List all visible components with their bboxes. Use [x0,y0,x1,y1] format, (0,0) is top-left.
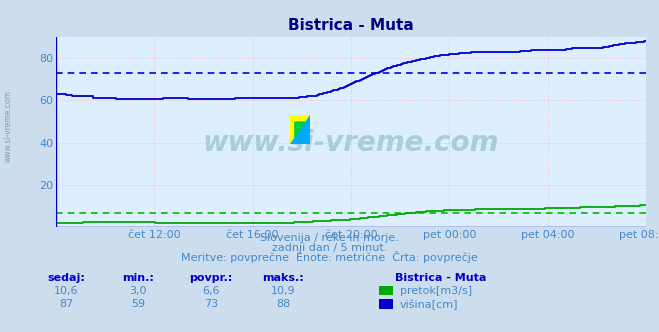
Text: sedaj:: sedaj: [47,273,85,283]
Text: 59: 59 [131,299,146,309]
Text: 88: 88 [276,299,291,309]
Title: Bistrica - Muta: Bistrica - Muta [288,18,414,33]
Text: višina[cm]: višina[cm] [400,299,459,310]
Text: Bistrica - Muta: Bistrica - Muta [395,273,487,283]
Polygon shape [290,115,310,144]
Text: www.si-vreme.com: www.si-vreme.com [3,90,13,162]
Polygon shape [290,115,310,144]
Text: min.:: min.: [123,273,154,283]
Text: povpr.:: povpr.: [189,273,233,283]
Text: maks.:: maks.: [262,273,304,283]
Text: Meritve: povprečne  Enote: metrične  Črta: povprečje: Meritve: povprečne Enote: metrične Črta:… [181,251,478,263]
Text: 10,9: 10,9 [271,286,296,296]
Text: 87: 87 [59,299,73,309]
Text: pretok[m3/s]: pretok[m3/s] [400,286,472,296]
Text: zadnji dan / 5 minut.: zadnji dan / 5 minut. [272,243,387,253]
Text: 73: 73 [204,299,218,309]
Text: Slovenija / reke in morje.: Slovenija / reke in morje. [260,233,399,243]
Text: 10,6: 10,6 [53,286,78,296]
Text: 3,0: 3,0 [130,286,147,296]
Polygon shape [295,122,304,137]
Text: 6,6: 6,6 [202,286,219,296]
Text: www.si-vreme.com: www.si-vreme.com [203,129,499,157]
